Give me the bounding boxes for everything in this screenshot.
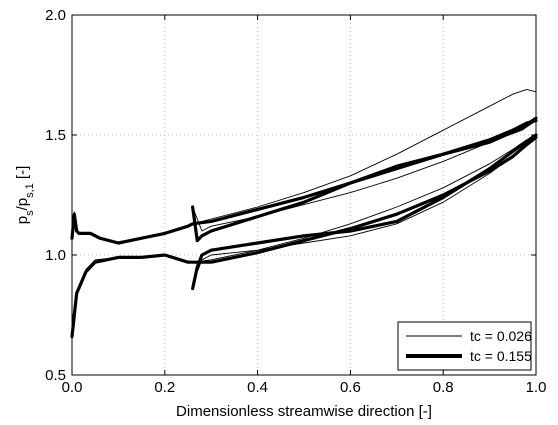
x-axis-label: Dimensionless streamwise direction [-]	[176, 403, 432, 420]
ticks: 0.0 0.2 0.4 0.6 0.8 1.0 0.5 1.0 1.5 2.0	[45, 7, 546, 396]
y-tick-label: 2.0	[45, 7, 66, 24]
y-axis-label: ps/ps,1 [-]	[14, 166, 36, 225]
data-layer	[70, 88, 538, 339]
legend-label-thin: tc = 0.026	[470, 328, 532, 344]
legend-label-thick: tc = 0.155	[470, 348, 532, 364]
y-tick-label: 0.5	[45, 367, 66, 384]
y-tick-label: 1.0	[45, 247, 66, 264]
series-thin-curve-1	[71, 88, 537, 244]
series-thick-curve-4	[191, 133, 538, 291]
series-thick-curve-3	[191, 116, 538, 243]
x-tick-label: 0.8	[433, 379, 454, 396]
x-tick-label: 0.2	[154, 379, 175, 396]
y-tick-label: 1.5	[45, 127, 66, 144]
legend: tc = 0.026 tc = 0.155	[397, 321, 532, 371]
series-thick-curve-2	[70, 135, 538, 339]
grid	[72, 15, 536, 375]
series-thin-curve-2	[71, 136, 537, 323]
legend-box	[397, 321, 532, 371]
x-tick-label: 0.0	[62, 379, 83, 396]
plot-frame	[71, 14, 537, 376]
x-tick-label: 1.0	[526, 379, 547, 396]
x-tick-label: 0.4	[247, 379, 268, 396]
x-tick-label: 0.6	[340, 379, 361, 396]
